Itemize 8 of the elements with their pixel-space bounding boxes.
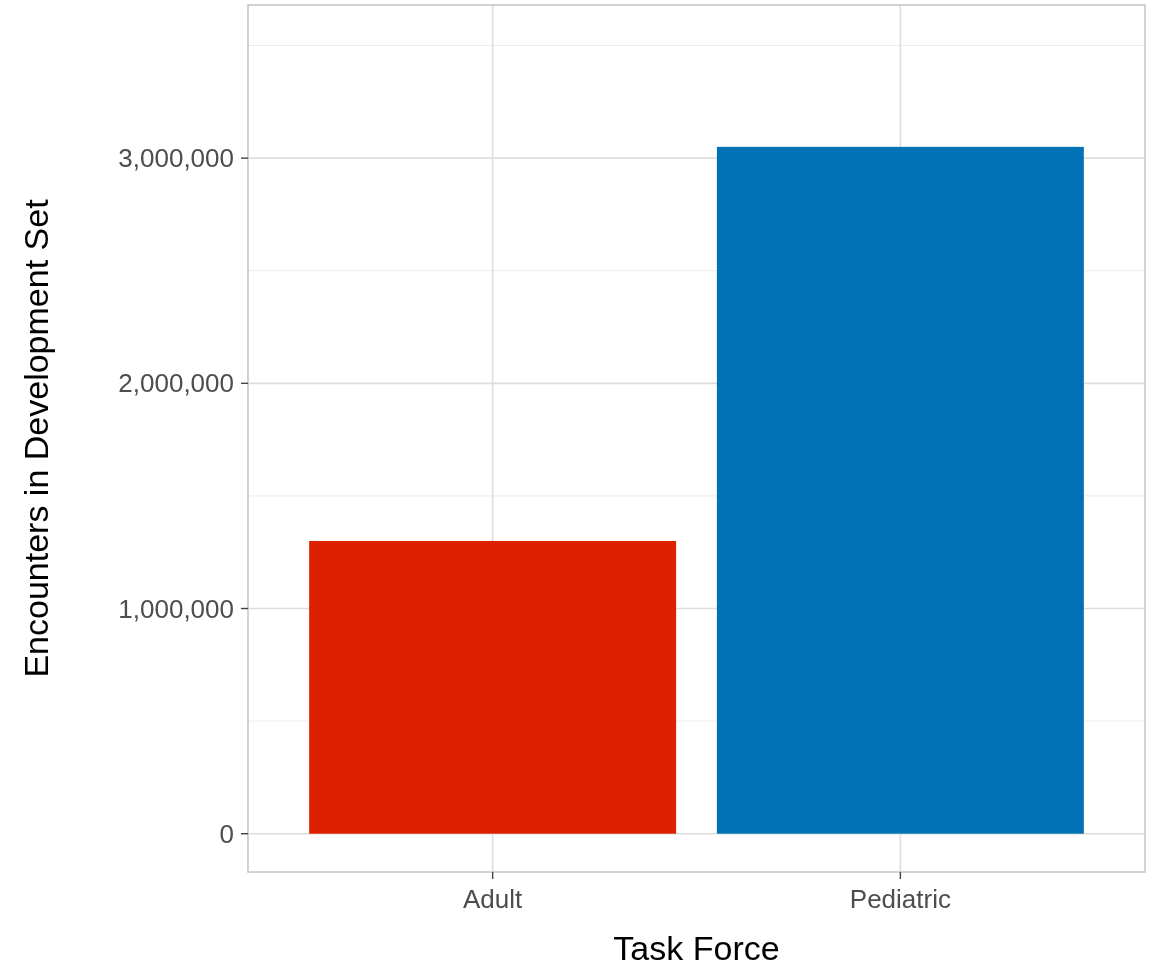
y-tick-label: 3,000,000 [118,143,234,174]
y-tick-label: 2,000,000 [118,368,234,399]
y-tick-label: 1,000,000 [118,593,234,624]
y-axis-title: Encounters in Development Set [17,198,55,678]
x-tick-label: Adult [463,884,524,914]
y-tick-label: 0 [219,818,234,849]
x-axis-title: Task Force [613,929,780,967]
x-tick-label: Pediatric [849,884,951,914]
